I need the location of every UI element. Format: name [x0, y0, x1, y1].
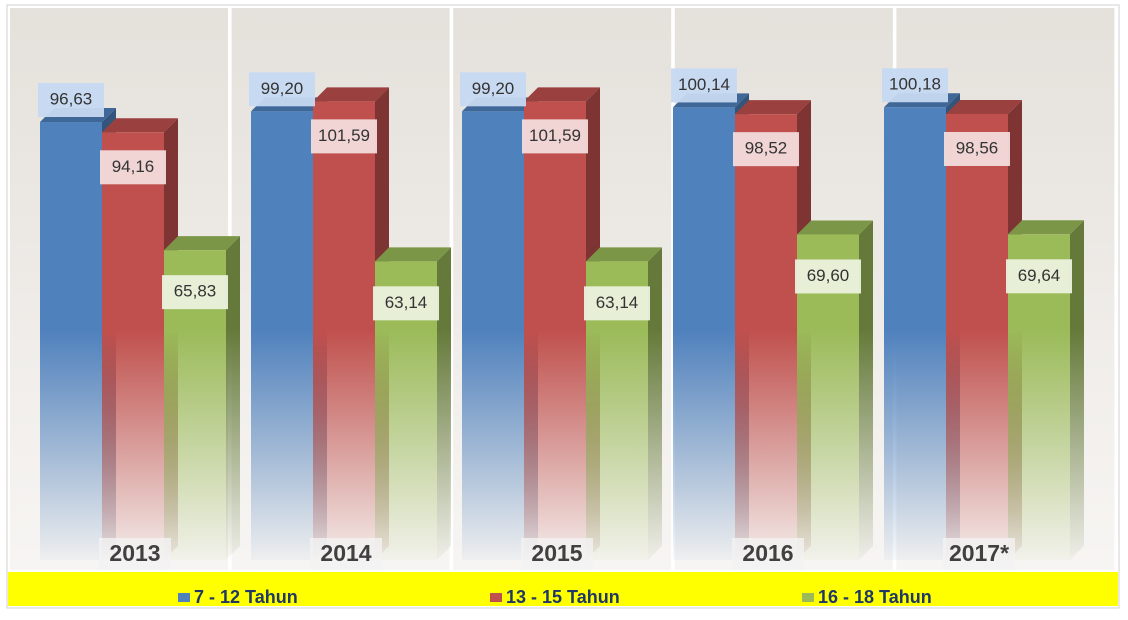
value-label: 69,64 [1018, 266, 1061, 285]
bar-side [226, 236, 240, 560]
value-label: 100,18 [889, 75, 941, 94]
bar [946, 114, 1008, 560]
x-tick-label: 2013 [109, 540, 160, 566]
value-label: 96,63 [50, 90, 93, 109]
bar [462, 111, 524, 560]
bar [40, 122, 102, 560]
legend-swatch [802, 593, 814, 602]
bar [673, 107, 735, 560]
bar-side [859, 220, 873, 560]
value-label: 69,60 [807, 266, 850, 285]
bar [524, 101, 586, 560]
chart: 96,63 94,16 65,83 2013 99,20 101,59 63,14 2014 9… [0, 0, 1128, 620]
value-label: 94,16 [112, 157, 155, 176]
x-tick-label: 2015 [531, 540, 582, 566]
bar [251, 111, 313, 560]
x-tick-label: 2014 [320, 540, 371, 566]
legend-label: 13 - 15 Tahun [506, 587, 620, 607]
bar-side [648, 247, 662, 560]
bar [313, 101, 375, 560]
value-label: 99,20 [261, 79, 304, 98]
value-label: 65,83 [174, 282, 217, 301]
bar-side [437, 247, 451, 560]
value-label: 98,52 [745, 139, 788, 158]
value-label: 63,14 [596, 293, 639, 312]
x-tick-label: 2016 [742, 540, 793, 566]
value-label: 101,59 [529, 126, 581, 145]
value-label: 63,14 [385, 293, 428, 312]
legend-label: 7 - 12 Tahun [194, 587, 298, 607]
value-label: 98,56 [956, 138, 999, 157]
value-label: 101,59 [318, 126, 370, 145]
legend-swatch [178, 593, 190, 602]
bar [884, 107, 946, 560]
value-label: 99,20 [472, 79, 515, 98]
x-tick-label: 2017* [949, 540, 1009, 566]
value-label: 100,14 [678, 75, 730, 94]
legend-label: 16 - 18 Tahun [818, 587, 932, 607]
bar [102, 132, 164, 560]
bar [735, 114, 797, 560]
bar-side [1070, 220, 1084, 560]
legend-swatch [490, 593, 502, 602]
